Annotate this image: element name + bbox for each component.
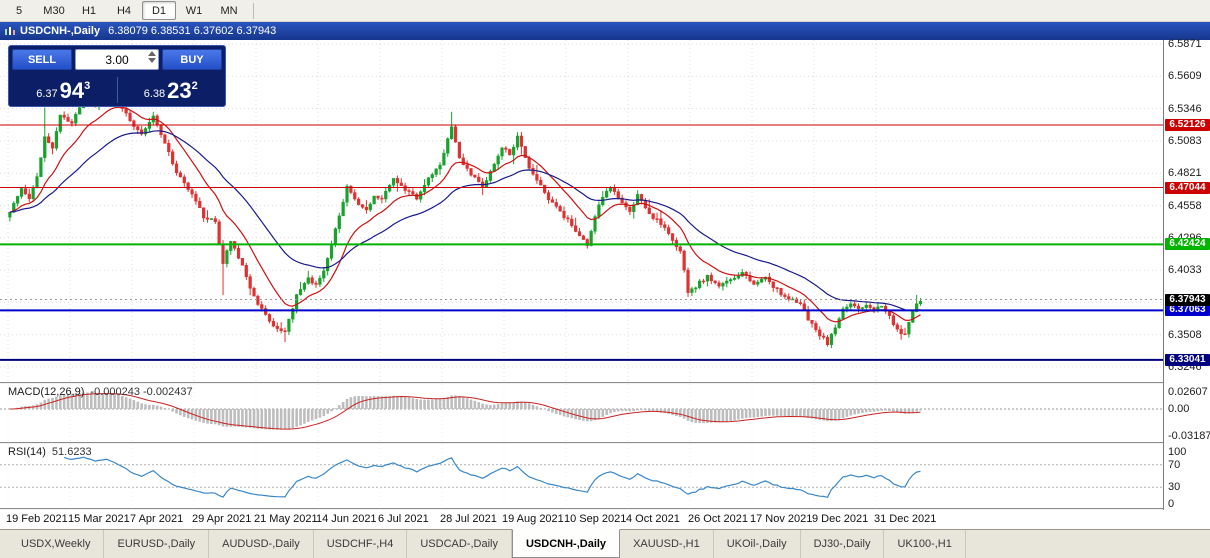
date-label: 21 May 2021 xyxy=(254,513,318,525)
date-label: 29 Apr 2021 xyxy=(192,513,252,525)
timeframe-h4[interactable]: H4 xyxy=(116,4,132,17)
buy-button[interactable]: BUY xyxy=(162,49,222,70)
volume-up-arrow[interactable] xyxy=(148,51,156,56)
tab-xauusd-h1[interactable]: XAUUSD-,H1 xyxy=(620,530,714,558)
volume-stepper[interactable] xyxy=(148,51,156,63)
macd-axis-label: 0.02607 xyxy=(1168,386,1208,398)
macd-indicator[interactable] xyxy=(0,384,1163,442)
tab-ukoil-daily[interactable]: UKOil-,Daily xyxy=(714,530,801,558)
ask-price-button[interactable]: 6.38 23 2 xyxy=(143,78,198,103)
rsi-axis-label: 30 xyxy=(1168,481,1181,493)
price-tick-label: 6.5083 xyxy=(1168,135,1202,147)
tab-usdchf-h4[interactable]: USDCHF-,H4 xyxy=(314,530,408,558)
macd-axis-label: 0.00 xyxy=(1168,403,1190,415)
panel-splitter xyxy=(0,508,1210,510)
ma-slow-line xyxy=(9,130,921,312)
date-label: 15 Mar 2021 xyxy=(68,513,130,525)
chart-icon xyxy=(4,26,16,36)
one-click-trading-panel: SELL 3.00 BUY 6.37 94 3 6.38 23 2 xyxy=(8,45,226,107)
rsi-line xyxy=(63,456,921,498)
panel-splitter[interactable] xyxy=(0,442,1210,444)
timeframe-h1[interactable]: H1 xyxy=(81,4,97,17)
price-tick-label: 6.4558 xyxy=(1168,200,1202,212)
timeframe-mn[interactable]: MN xyxy=(220,4,238,17)
grid xyxy=(7,444,877,508)
rsi-label: RSI(14) 51.6233 xyxy=(8,446,92,458)
tab-dj30-daily[interactable]: DJ30-,Daily xyxy=(801,530,885,558)
price-level-tag: 6.33041 xyxy=(1165,354,1210,366)
timeframe-5[interactable]: 5 xyxy=(15,4,23,17)
chart-ohlc-values: 6.38079 6.38531 6.37602 6.37943 xyxy=(108,25,277,37)
price-tick-label: 6.5871 xyxy=(1168,38,1202,50)
price-tick-label: 6.5609 xyxy=(1168,70,1202,82)
rsi-title: RSI(14) xyxy=(8,446,46,458)
date-label: 10 Sep 2021 xyxy=(564,513,627,525)
timeframe-d1[interactable]: D1 xyxy=(142,1,176,20)
toolbar-separator xyxy=(253,2,254,19)
timeframe-w1[interactable]: W1 xyxy=(185,4,203,17)
macd-title: MACD(12,26,9) xyxy=(8,386,85,398)
date-label: 28 Jul 2021 xyxy=(440,513,497,525)
panel-splitter[interactable] xyxy=(0,382,1210,384)
macd-label: MACD(12,26,9) -0.000243 -0.002437 xyxy=(8,386,193,398)
time-axis[interactable]: 19 Feb 2021 15 Mar 2021 7 Apr 2021 29 Apr 2… xyxy=(0,510,1163,529)
sell-button[interactable]: SELL xyxy=(12,49,72,70)
ma-fast-line xyxy=(9,106,921,323)
volume-down-arrow[interactable] xyxy=(148,58,156,63)
macd-signal-line xyxy=(9,393,921,430)
tab-eurusd-daily[interactable]: EURUSD-,Daily xyxy=(104,530,210,558)
rsi-axis-label: 70 xyxy=(1168,459,1181,471)
price-divider xyxy=(116,77,118,103)
price-tick-label: 6.4033 xyxy=(1168,264,1202,276)
date-label: 17 Nov 2021 xyxy=(750,513,813,525)
date-label: 19 Aug 2021 xyxy=(502,513,564,525)
price-level-tag: 6.37063 xyxy=(1165,304,1210,316)
price-tick-label: 6.4821 xyxy=(1168,167,1202,179)
tab-usdx-weekly[interactable]: USDX,Weekly xyxy=(8,530,105,558)
date-label: 26 Oct 2021 xyxy=(688,513,748,525)
rsi-value: 51.6233 xyxy=(51,446,92,458)
price-level-tag: 6.52126 xyxy=(1165,119,1210,131)
tab-usdcnh-daily[interactable]: USDCNH-,Daily xyxy=(511,529,621,558)
tab-uk100-h1[interactable]: UK100-,H1 xyxy=(884,530,966,558)
price-axis[interactable]: 6.5871 6.5609 6.5346 6.5083 6.4821 6.4558 6.42… xyxy=(1163,38,1210,510)
timeframe-toolbar: 5 M30 H1 H4 D1 W1 MN xyxy=(0,0,1210,22)
tab-audusd-daily[interactable]: AUDUSD-,Daily xyxy=(209,530,314,558)
timeframe-buttons: 5 M30 H1 H4 D1 W1 MN xyxy=(2,1,247,20)
rsi-axis-label: 100 xyxy=(1168,446,1187,458)
chart-title: USDCNH-,Daily xyxy=(20,25,101,37)
rsi-axis-label: 0 xyxy=(1168,498,1175,510)
date-label: 14 Jun 2021 xyxy=(316,513,377,525)
date-label: 9 Dec 2021 xyxy=(812,513,869,525)
price-level-tag: 6.42424 xyxy=(1165,238,1210,250)
volume-input[interactable]: 3.00 xyxy=(75,49,159,70)
macd-values: -0.000243 -0.002437 xyxy=(90,386,193,398)
timeframe-m30[interactable]: M30 xyxy=(43,4,65,17)
rsi-indicator[interactable] xyxy=(0,444,1163,508)
date-label: 31 Dec 2021 xyxy=(874,513,937,525)
price-tick-label: 6.5346 xyxy=(1168,103,1202,115)
horizontal-level-lines[interactable] xyxy=(0,124,1163,361)
price-level-tag: 6.47044 xyxy=(1165,182,1210,194)
macd-histogram xyxy=(8,392,922,430)
bid-price-button[interactable]: 6.37 94 3 xyxy=(36,78,91,103)
price-tick-label: 6.3508 xyxy=(1168,329,1202,341)
date-label: 7 Apr 2021 xyxy=(130,513,184,525)
volume-value: 3.00 xyxy=(105,52,129,67)
macd-axis-label: -0.03187 xyxy=(1168,430,1210,442)
date-label: 4 Oct 2021 xyxy=(626,513,680,525)
chart-tabs: USDX,Weekly EURUSD-,Daily AUDUSD-,Daily USD… xyxy=(0,529,1210,558)
date-label: 19 Feb 2021 xyxy=(6,513,68,525)
tab-usdcad-daily[interactable]: USDCAD-,Daily xyxy=(407,530,512,558)
date-label: 6 Jul 2021 xyxy=(378,513,429,525)
chart-window-titlebar: USDCNH-,Daily 6.38079 6.38531 6.37602 6.… xyxy=(0,22,1210,40)
grid xyxy=(7,384,877,442)
current-price-tag: 6.37943 xyxy=(1165,294,1210,306)
